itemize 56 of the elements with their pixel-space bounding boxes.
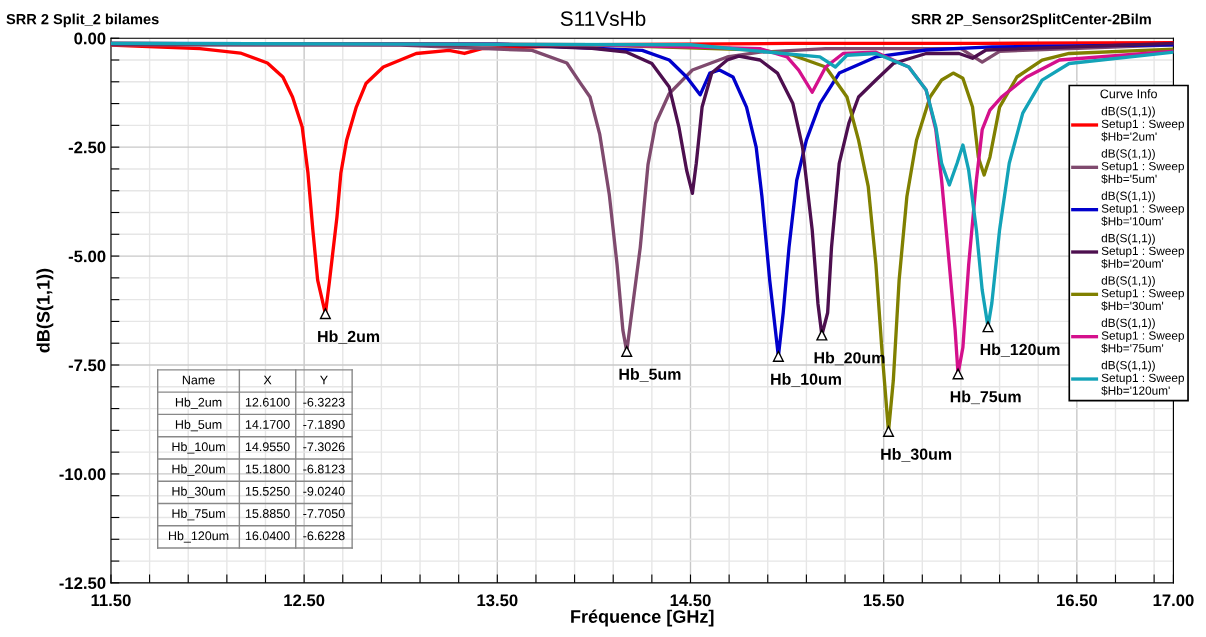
text: SRR 2P_Sensor2SplitCenter-2Bilm xyxy=(911,13,1151,28)
annotation: Hb_10um xyxy=(172,441,225,454)
chart-subtitle: SRR 2 Split_2 bilames xyxy=(6,13,159,28)
annotation: Hb_5um xyxy=(175,419,222,432)
annotation: -6.6228 xyxy=(303,531,345,541)
legend-label: dB(S(1,1)) Setup1 : Sweep $Hb='5um' xyxy=(1101,148,1185,184)
annotation: X xyxy=(263,375,272,385)
y-axis-title: dB(S(1,1)) xyxy=(36,268,54,353)
annotation: -7.3026 xyxy=(303,442,345,452)
annotation: Hb_5um xyxy=(619,368,681,382)
x-tick-label: 17.00 xyxy=(1153,594,1194,607)
annotation: Hb_10um xyxy=(771,373,841,387)
annotation: 15.8850 xyxy=(245,509,290,518)
y-tick-label: 0.00 xyxy=(74,32,106,45)
legend-title: Curve Info xyxy=(1100,89,1157,99)
annotation: Hb_30um xyxy=(881,448,952,462)
annotation: Hb_2um xyxy=(175,397,222,410)
annotation: Hb_20um xyxy=(172,464,225,476)
annotation: Hb_120um xyxy=(168,531,229,543)
annotation: Hb_120um xyxy=(980,343,1060,357)
annotation: 16.0400 xyxy=(245,531,290,541)
y-tick-label: -7.50 xyxy=(68,359,106,372)
annotation: Y xyxy=(320,375,328,385)
annotation: -6.8123 xyxy=(303,464,345,474)
x-axis-title: Fréquence [GHz] xyxy=(571,609,714,627)
x-tick-label: 11.50 xyxy=(91,594,131,607)
legend-label: dB(S(1,1)) Setup1 : Sweep $Hb='120um' xyxy=(1101,360,1185,396)
annotation: 14.1700 xyxy=(245,420,290,429)
x-tick-label: 12.50 xyxy=(284,594,325,607)
annotation: 14.9550 xyxy=(245,442,290,452)
y-tick-label: -5.00 xyxy=(68,250,106,263)
annotation: Hb_30um xyxy=(172,486,225,499)
legend-label: dB(S(1,1)) Setup1 : Sweep $Hb='20um' xyxy=(1101,233,1185,269)
y-tick-label: -12.50 xyxy=(59,577,106,590)
annotation: -9.0240 xyxy=(303,486,345,496)
annotation: -7.7050 xyxy=(303,509,345,518)
x-tick-label: 14.50 xyxy=(670,594,711,607)
annotation: -6.3223 xyxy=(303,397,345,407)
annotation: -7.1890 xyxy=(303,420,345,429)
x-tick-label: 13.50 xyxy=(477,594,518,607)
legend-label: dB(S(1,1)) Setup1 : Sweep $Hb='75um' xyxy=(1101,318,1185,354)
y-tick-label: -2.50 xyxy=(68,141,106,154)
legend-label: dB(S(1,1)) Setup1 : Sweep $Hb='30um' xyxy=(1101,275,1185,311)
annotation: 15.1800 xyxy=(245,464,290,474)
y-tick-label: -10.00 xyxy=(59,468,106,481)
legend-label: dB(S(1,1)) Setup1 : Sweep $Hb='10um' xyxy=(1101,191,1185,227)
chart-title: S11VsHb xyxy=(560,10,646,26)
annotation: Hb_75um xyxy=(172,508,225,521)
legend-label: dB(S(1,1)) Setup1 : Sweep $Hb='2um' xyxy=(1101,106,1185,142)
x-tick-label: 16.50 xyxy=(1057,594,1098,607)
annotation: Hb_2um xyxy=(318,330,380,344)
annotation: Name xyxy=(182,375,215,385)
annotation: 12.6100 xyxy=(245,397,290,407)
annotation: 15.5250 xyxy=(245,486,290,496)
annotation: Hb_75um xyxy=(950,390,1021,405)
x-tick-label: 15.50 xyxy=(863,594,904,607)
